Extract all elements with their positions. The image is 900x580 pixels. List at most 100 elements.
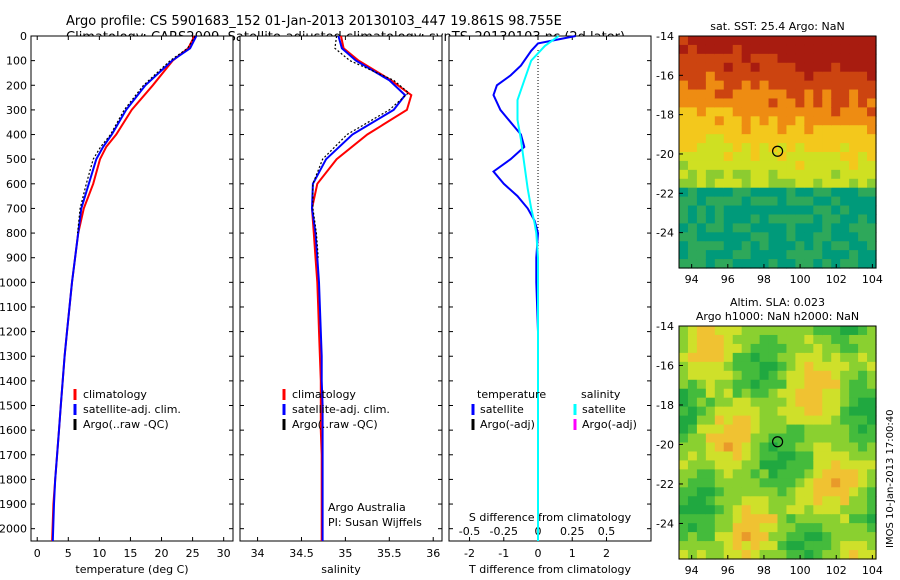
- map-cell: [840, 44, 850, 55]
- map-cell: [858, 397, 868, 408]
- map-cell: [849, 406, 859, 417]
- map-cell: [750, 241, 761, 251]
- map-cell: [831, 187, 841, 198]
- map-cell: [840, 388, 850, 399]
- map-cell: [813, 370, 823, 381]
- map-cell: [759, 433, 770, 444]
- map-cell: [822, 71, 832, 82]
- map-cell: [804, 406, 814, 417]
- map-title: sat. SST: 25.4 Argo: NaN: [710, 20, 844, 33]
- map-cell: [867, 523, 877, 533]
- map-cell: [705, 469, 716, 479]
- map-cell: [759, 469, 770, 479]
- x-tick-label: 15: [123, 547, 137, 560]
- map-cell: [786, 469, 796, 479]
- map-cell: [840, 541, 850, 551]
- map-cell: [786, 259, 796, 269]
- map-cell: [714, 232, 725, 242]
- map-cell: [741, 107, 752, 117]
- map-cell: [723, 62, 734, 73]
- map-cell: [804, 397, 814, 408]
- map-cell: [696, 442, 707, 453]
- map-cell: [750, 361, 761, 372]
- map-cell: [732, 460, 743, 470]
- map-cell: [723, 187, 734, 198]
- map-cell: [786, 343, 796, 354]
- map-cell: [795, 514, 805, 524]
- x-tick-label: 34: [251, 547, 265, 560]
- map-cell: [714, 343, 725, 354]
- map-cell: [732, 152, 743, 162]
- map-cell: [786, 89, 796, 100]
- map-cell: [687, 250, 698, 260]
- map-cell: [795, 361, 805, 372]
- map-cell: [777, 196, 788, 207]
- map-cell: [795, 352, 805, 363]
- map-cell: [831, 98, 841, 108]
- map-cell: [831, 107, 841, 117]
- map-cell: [768, 134, 779, 144]
- map-cell: [813, 62, 823, 73]
- map-cell: [858, 326, 868, 336]
- map-cell: [705, 250, 716, 260]
- map-cell: [679, 98, 689, 108]
- map-cell: [840, 125, 850, 135]
- map-cell: [696, 532, 707, 542]
- map-cell: [849, 36, 859, 46]
- map-cell: [777, 205, 788, 216]
- map-cell: [768, 160, 779, 171]
- legend-entry: Argo(..raw -QC): [292, 418, 378, 431]
- map-cell: [750, 178, 761, 189]
- map-cell: [714, 523, 725, 533]
- map-cell: [786, 442, 796, 453]
- y-tick-label: 400: [6, 129, 27, 142]
- map-cell: [759, 214, 770, 224]
- map-cell: [714, 205, 725, 216]
- map-cell: [687, 397, 698, 408]
- map-cell: [687, 343, 698, 354]
- map-cell: [759, 352, 770, 363]
- legend-entry: satellite: [582, 403, 626, 416]
- map-cell: [696, 250, 707, 260]
- map-cell: [687, 125, 698, 135]
- map-cell: [687, 424, 698, 435]
- map-cell: [768, 487, 779, 497]
- map-cell: [831, 442, 841, 453]
- map-cell: [795, 143, 805, 153]
- map-cell: [732, 62, 743, 73]
- map-cell: [687, 451, 698, 462]
- map-cell: [786, 80, 796, 91]
- map-cell: [768, 361, 779, 372]
- legend-group-title: salinity: [581, 388, 621, 401]
- map-cell: [687, 62, 698, 73]
- map-cell: [723, 406, 734, 417]
- map-cell: [723, 116, 734, 126]
- map-cell: [777, 424, 788, 435]
- map-cell: [714, 514, 725, 524]
- map-cell: [696, 361, 707, 372]
- map-cell: [777, 352, 788, 363]
- map-cell: [696, 152, 707, 162]
- map-cell: [768, 424, 779, 435]
- map-cell: [679, 36, 689, 46]
- map-cell: [750, 541, 761, 551]
- map-cell: [696, 143, 707, 153]
- map-cell: [723, 478, 734, 488]
- map-cell: [813, 541, 823, 551]
- map-cell: [777, 214, 788, 224]
- map-cell: [795, 397, 805, 408]
- map-cell: [723, 397, 734, 408]
- map-cell: [867, 62, 877, 73]
- map-cell: [813, 178, 823, 189]
- map-cell: [741, 451, 752, 462]
- map-cell: [849, 187, 859, 198]
- map-cell: [777, 62, 788, 73]
- map-cell: [750, 116, 761, 126]
- map-cell: [831, 160, 841, 171]
- map-cell: [786, 160, 796, 171]
- map-cell: [831, 343, 841, 354]
- map-cell: [786, 214, 796, 224]
- map-cell: [867, 143, 877, 153]
- map-x-tick-label: 94: [685, 564, 699, 577]
